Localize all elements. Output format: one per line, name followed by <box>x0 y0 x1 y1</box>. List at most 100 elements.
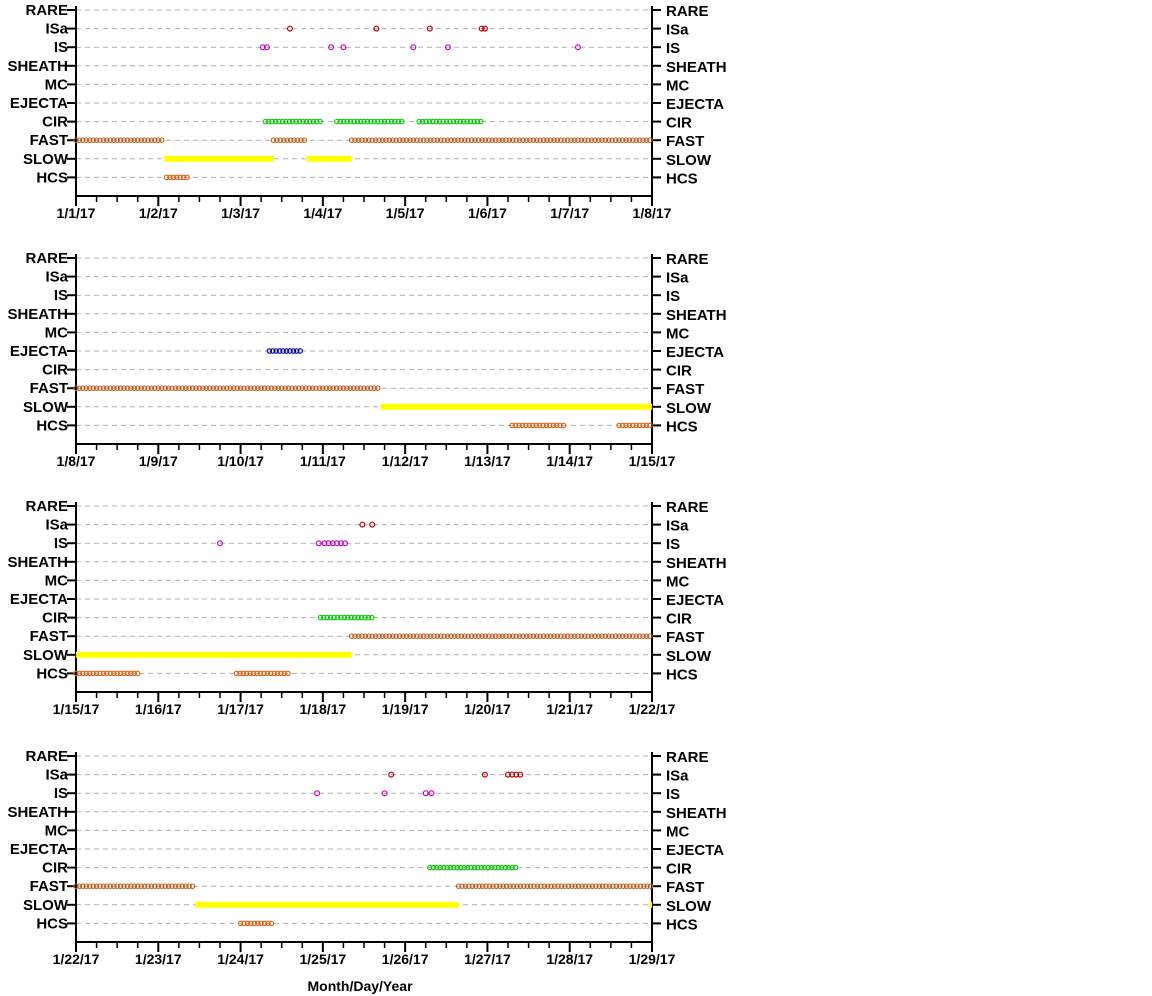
event-point <box>414 633 420 639</box>
event-point <box>481 771 488 778</box>
event-point <box>471 118 477 125</box>
event-point <box>313 385 319 391</box>
event-point <box>373 25 380 32</box>
event-point <box>619 633 626 639</box>
x-tick-label: 1/21/17 <box>546 701 593 717</box>
event-point <box>134 385 141 391</box>
event-point <box>640 137 646 143</box>
event-point <box>93 670 100 677</box>
event-point <box>278 670 284 677</box>
y-tick-label-right: IS <box>666 536 680 553</box>
event-point <box>434 633 441 639</box>
event-point <box>620 883 626 889</box>
event-point <box>233 670 240 677</box>
event-point <box>544 633 550 639</box>
event-point <box>254 385 261 391</box>
series-slow <box>76 651 352 658</box>
event-point <box>240 670 247 677</box>
event-point <box>73 670 79 677</box>
event-point <box>298 137 304 143</box>
event-point <box>128 385 134 391</box>
event-point <box>550 422 557 429</box>
series-hcs <box>73 670 291 677</box>
event-point <box>420 633 427 639</box>
y-tick-label-left: CIR <box>42 114 68 131</box>
event-point <box>471 864 478 871</box>
event-point <box>301 137 308 143</box>
event-point <box>110 385 117 391</box>
event-point <box>633 422 639 429</box>
event-point <box>476 883 482 889</box>
event-point <box>141 883 148 889</box>
event-point <box>510 633 516 639</box>
event-point <box>107 883 114 889</box>
y-tick-label-left: ISa <box>45 767 68 784</box>
event-point <box>300 118 306 125</box>
event-point <box>121 670 127 677</box>
event-point <box>261 670 267 677</box>
y-tick-label-right: SLOW <box>666 400 712 417</box>
event-point <box>509 864 515 871</box>
event-point <box>582 883 589 889</box>
x-tick-label: 1/6/17 <box>468 205 507 221</box>
event-point <box>555 883 561 889</box>
event-point <box>499 633 506 639</box>
x-tick-label: 1/19/17 <box>382 701 429 717</box>
event-point <box>366 137 372 143</box>
event-point <box>351 614 358 621</box>
event-point <box>227 385 234 391</box>
event-point <box>395 118 402 125</box>
event-point <box>287 348 293 354</box>
event-point <box>431 633 437 639</box>
y-tick-label-left: IS <box>54 535 68 552</box>
event-point <box>437 864 443 871</box>
event-point <box>623 633 629 639</box>
event-point <box>279 118 286 125</box>
event-point <box>345 614 351 621</box>
event-point <box>282 385 288 391</box>
event-point <box>410 44 417 51</box>
event-point <box>403 633 410 639</box>
event-point <box>381 118 388 125</box>
event-point <box>509 422 515 429</box>
event-point <box>571 633 578 639</box>
event-point <box>616 633 622 639</box>
y-tick-label-right: CIR <box>666 861 692 878</box>
event-point <box>83 137 90 143</box>
event-point <box>426 25 433 32</box>
event-point <box>643 137 650 143</box>
event-point <box>368 118 374 125</box>
event-point <box>196 385 203 391</box>
event-point <box>466 883 472 889</box>
event-point <box>258 920 264 927</box>
event-point <box>433 118 440 125</box>
event-point <box>613 883 620 889</box>
event-point <box>104 883 110 889</box>
y-tick-label-left: MC <box>45 822 68 839</box>
y-tick-label-right: SHEATH <box>666 307 727 324</box>
event-point <box>475 633 482 639</box>
event-point <box>179 883 186 889</box>
event-point <box>265 118 272 125</box>
event-point <box>117 670 124 677</box>
event-point <box>162 883 168 889</box>
y-tick-label-left: CIR <box>42 610 68 627</box>
event-point <box>358 118 364 125</box>
event-point <box>73 385 79 391</box>
event-point <box>80 385 86 391</box>
y-tick-label-right: HCS <box>666 666 698 683</box>
series-isa <box>388 771 524 778</box>
event-point <box>623 422 629 429</box>
event-point <box>441 633 447 639</box>
event-point <box>526 422 533 429</box>
event-point <box>296 385 302 391</box>
event-point <box>114 385 120 391</box>
event-point <box>283 118 289 125</box>
event-point <box>574 44 581 51</box>
event-point <box>383 137 389 143</box>
y-tick-label-right: MC <box>666 77 689 94</box>
event-point <box>623 137 629 143</box>
event-point <box>427 633 434 639</box>
event-point <box>383 633 389 639</box>
